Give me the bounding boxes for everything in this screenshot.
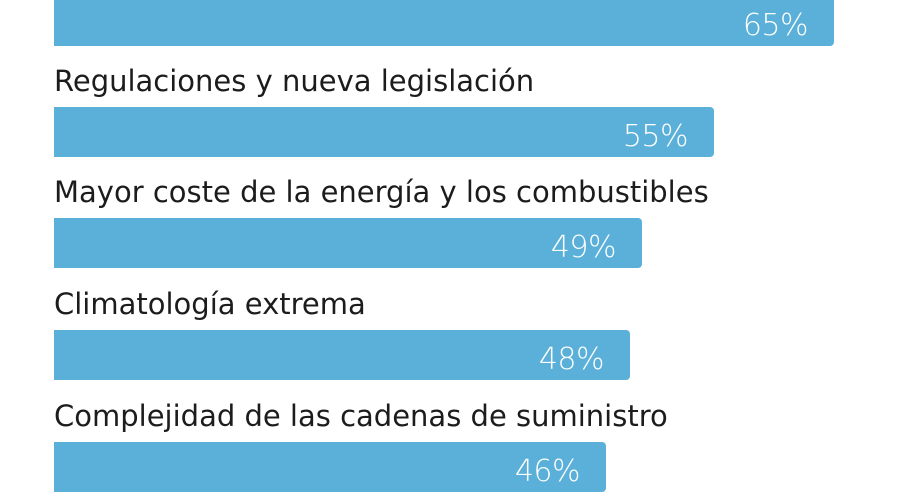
bar: 65% (54, 0, 834, 46)
category-label: Regulaciones y nueva legislación (54, 64, 535, 98)
bar: 48% (54, 330, 630, 380)
category-label: Climatología extrema (54, 287, 366, 321)
bar-value-label: 65% (742, 8, 809, 43)
bar: 46% (54, 442, 606, 492)
bar-value-label: 55% (622, 119, 689, 154)
bar-value-label: 48% (538, 342, 605, 377)
bar-value-label: 49% (550, 230, 617, 265)
bar-value-label: 46% (514, 454, 581, 489)
bar: 55% (54, 107, 714, 157)
category-label: Mayor coste de la energía y los combusti… (54, 175, 709, 209)
bar: 49% (54, 218, 642, 268)
category-label: Complejidad de las cadenas de suministro (54, 399, 668, 433)
